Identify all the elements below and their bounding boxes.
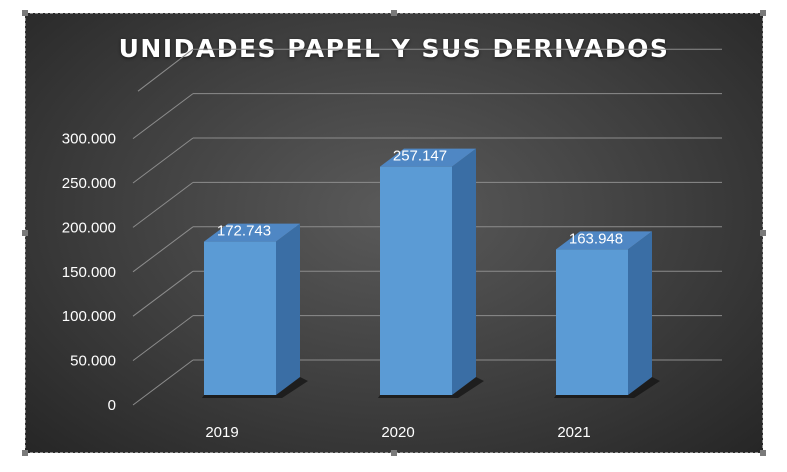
y-tick-label: 50.000	[70, 353, 116, 370]
data-label: 257.147	[393, 148, 447, 165]
y-tick-label: 100.000	[62, 308, 116, 325]
bar-side	[452, 148, 476, 395]
bar-2021	[556, 249, 628, 395]
resize-handle-bottom-left[interactable]	[22, 450, 28, 456]
x-tick-label: 2020	[381, 424, 414, 441]
gridline-diagonal	[132, 93, 194, 140]
resize-handle-middle-right[interactable]	[760, 230, 766, 236]
x-tick-label: 2021	[557, 424, 590, 441]
y-tick-label: 0	[108, 397, 116, 414]
bar-2019	[204, 241, 276, 395]
y-tick-label: 200.000	[62, 219, 116, 236]
bar-side	[276, 223, 300, 395]
bar-top	[204, 223, 300, 242]
x-tick-label: 2019	[205, 424, 238, 441]
gridline-diagonal	[132, 315, 194, 362]
gridline-diagonal	[137, 48, 194, 92]
resize-handle-bottom-center[interactable]	[391, 450, 397, 456]
bar-shadow	[202, 377, 308, 398]
resize-handle-top-right[interactable]	[760, 10, 766, 16]
bar-top	[380, 148, 476, 167]
gridline-diagonal	[132, 270, 194, 317]
resize-handle-top-center[interactable]	[391, 10, 397, 16]
data-label: 163.948	[569, 230, 623, 247]
gridline-diagonal	[132, 226, 194, 273]
gridline-diagonal	[132, 359, 194, 406]
y-tick-label: 150.000	[62, 264, 116, 281]
gridline-diagonal	[132, 137, 194, 184]
resize-handle-bottom-right[interactable]	[760, 450, 766, 456]
bar-2020	[380, 166, 452, 395]
bar-shadow	[378, 377, 484, 398]
resize-handle-middle-left[interactable]	[22, 230, 28, 236]
bar-side	[628, 231, 652, 395]
y-tick-label: 250.000	[62, 175, 116, 192]
bar-top	[556, 231, 652, 250]
chart-title: UNIDADES PAPEL Y SUS DERIVADOS	[118, 34, 670, 63]
y-tick-label: 300.000	[62, 131, 116, 148]
gridline-diagonal	[132, 181, 194, 228]
data-label: 172.743	[217, 223, 271, 240]
bar-shadow	[554, 377, 660, 398]
resize-handle-top-left[interactable]	[22, 10, 28, 16]
